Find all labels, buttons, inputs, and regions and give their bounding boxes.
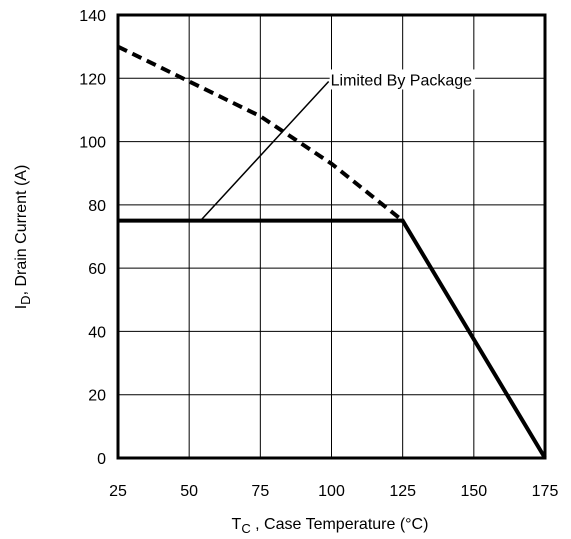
x-tick-label: 150 xyxy=(460,483,487,500)
plot-frame xyxy=(116,13,547,460)
x-label-rest: , Case Temperature (°C) xyxy=(251,516,429,533)
y-tick-label: 80 xyxy=(88,198,106,215)
y-label-rest: , Drain Current (A) xyxy=(13,165,30,296)
y-tick-label: 20 xyxy=(88,388,106,405)
x-tick-label: 25 xyxy=(109,483,127,500)
y-tick-label: 40 xyxy=(88,324,106,341)
x-label-sub: C xyxy=(241,521,250,536)
annotation-leader xyxy=(200,80,330,222)
annotation: Limited By Package xyxy=(331,72,473,89)
x-tick-label: 50 xyxy=(180,483,198,500)
line-series xyxy=(117,44,404,223)
x-tick-label: 100 xyxy=(318,483,345,500)
y-tick-label: 0 xyxy=(97,451,106,468)
x-tick-label: 175 xyxy=(532,483,559,500)
y-tick-label: 120 xyxy=(79,71,106,88)
y-tick-label: 60 xyxy=(88,261,106,278)
y-tick-label: 140 xyxy=(79,8,106,25)
x-tick-label: 125 xyxy=(389,483,416,500)
line-series xyxy=(118,218,547,460)
y-tick-label: 100 xyxy=(79,135,106,152)
x-tick-label: 75 xyxy=(251,483,269,500)
y-label-sub: D xyxy=(18,295,33,304)
annotation-bg xyxy=(329,69,476,90)
x-axis-label: TC , Case Temperature (°C) xyxy=(232,516,429,536)
y-axis-label: ID, Drain Current (A) xyxy=(13,165,33,310)
y-label-main: I xyxy=(13,305,30,309)
x-label-main: T xyxy=(232,516,242,533)
